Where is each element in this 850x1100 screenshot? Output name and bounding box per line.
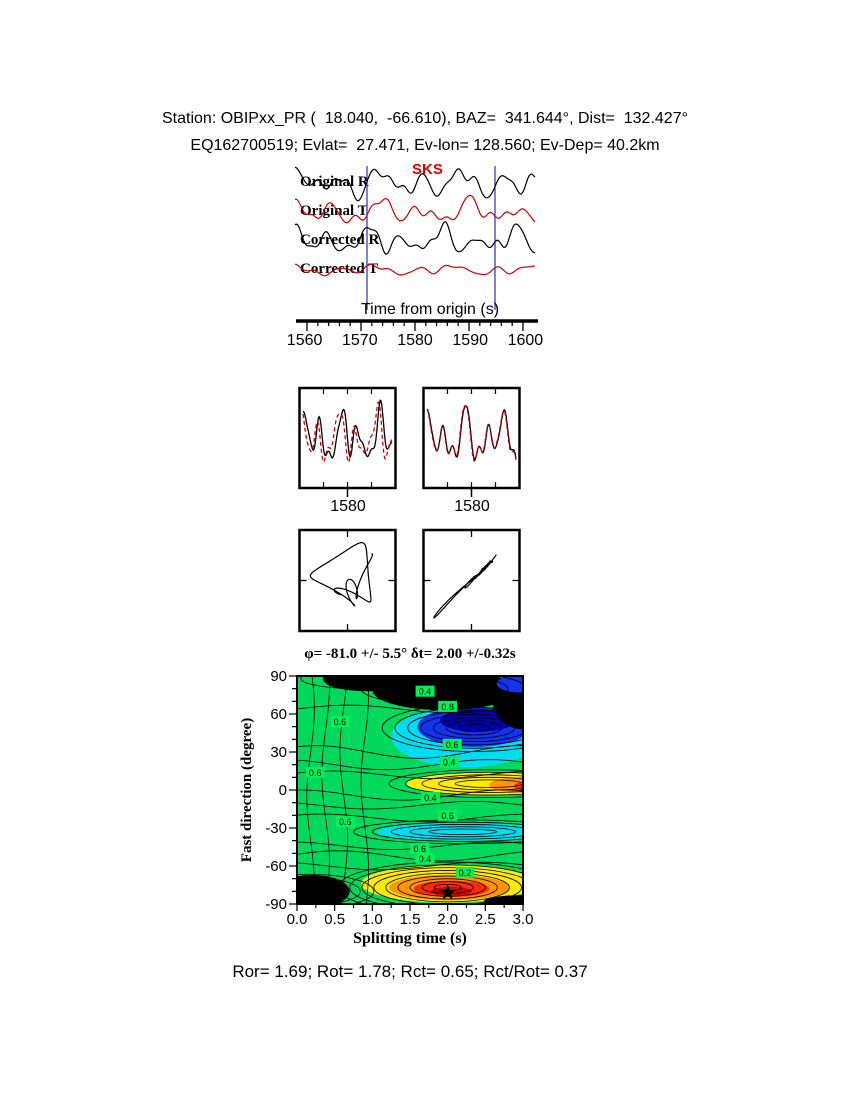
time-axis-label: Time from origin (s)	[360, 301, 500, 318]
window-waveforms-right	[422, 386, 521, 497]
svg-text:0.4: 0.4	[419, 687, 432, 697]
svg-text:0.6: 0.6	[334, 717, 347, 727]
window-left-tick-label: 1580	[330, 498, 366, 515]
svg-text:-90: -90	[265, 896, 287, 913]
seismogram-traces-panel	[294, 166, 536, 310]
svg-text:2.0: 2.0	[437, 911, 458, 928]
svg-text:30: 30	[270, 744, 287, 761]
trace-label-original-t: Original T	[300, 203, 368, 219]
trace-label-original-r: Original R	[300, 174, 369, 190]
svg-text:0.4: 0.4	[443, 758, 456, 768]
error-surface-contour-plot: 0.40.80.60.60.40.60.40.60.60.60.40.29060…	[265, 668, 534, 928]
svg-text:60: 60	[270, 706, 287, 723]
event-header-line: EQ162700519; Evlat= 27.471, Ev-lon= 128.…	[190, 137, 660, 154]
particle-motion-right	[422, 528, 521, 633]
svg-text:0.6: 0.6	[446, 740, 459, 750]
time-axis	[296, 319, 538, 331]
svg-text:0.5: 0.5	[324, 911, 345, 928]
svg-text:2.5: 2.5	[475, 911, 496, 928]
x-axis-title: Splitting time (s)	[353, 930, 467, 947]
svg-text:0.0: 0.0	[287, 911, 308, 928]
tick-1590: 1590	[452, 332, 488, 349]
station-header-line: Station: OBIPxx_PR ( 18.040, -66.610), B…	[162, 110, 688, 127]
svg-text:0.8: 0.8	[441, 702, 454, 712]
time-axis-tick-labels: 1560 1570 1580 1590 1600	[277, 332, 553, 350]
tick-1580: 1580	[397, 332, 433, 349]
svg-text:3.0: 3.0	[513, 911, 534, 928]
svg-text:90: 90	[270, 668, 287, 685]
svg-text:0.6: 0.6	[441, 811, 454, 821]
trace-label-corrected-r: Corrected R	[300, 232, 380, 248]
quality-ratios-line: Ror= 1.69; Rot= 1.78; Rct= 0.65; Rct/Rot…	[232, 962, 588, 981]
svg-text:1.5: 1.5	[400, 911, 421, 928]
tick-1570: 1570	[342, 332, 378, 349]
splitting-result-title: φ= -81.0 +/- 5.5° δt= 2.00 +/-0.32s	[304, 646, 516, 662]
svg-text:0.6: 0.6	[339, 817, 352, 827]
svg-text:0.4: 0.4	[419, 854, 432, 864]
svg-text:0.6: 0.6	[309, 768, 322, 778]
svg-text:-60: -60	[265, 858, 287, 875]
svg-text:0.2: 0.2	[459, 868, 472, 878]
tick-1560: 1560	[286, 332, 323, 349]
particle-motion-left	[298, 528, 397, 633]
svg-text:-30: -30	[265, 820, 287, 837]
svg-text:0: 0	[279, 782, 287, 799]
svg-text:0.4: 0.4	[424, 793, 437, 803]
svg-text:0.6: 0.6	[414, 844, 427, 854]
svg-text:1.0: 1.0	[362, 911, 383, 928]
window-waveforms-left	[298, 386, 397, 497]
tick-1600: 1600	[507, 332, 544, 349]
phase-label-sks: SKS	[412, 161, 443, 178]
window-right-tick-label: 1580	[454, 498, 490, 515]
